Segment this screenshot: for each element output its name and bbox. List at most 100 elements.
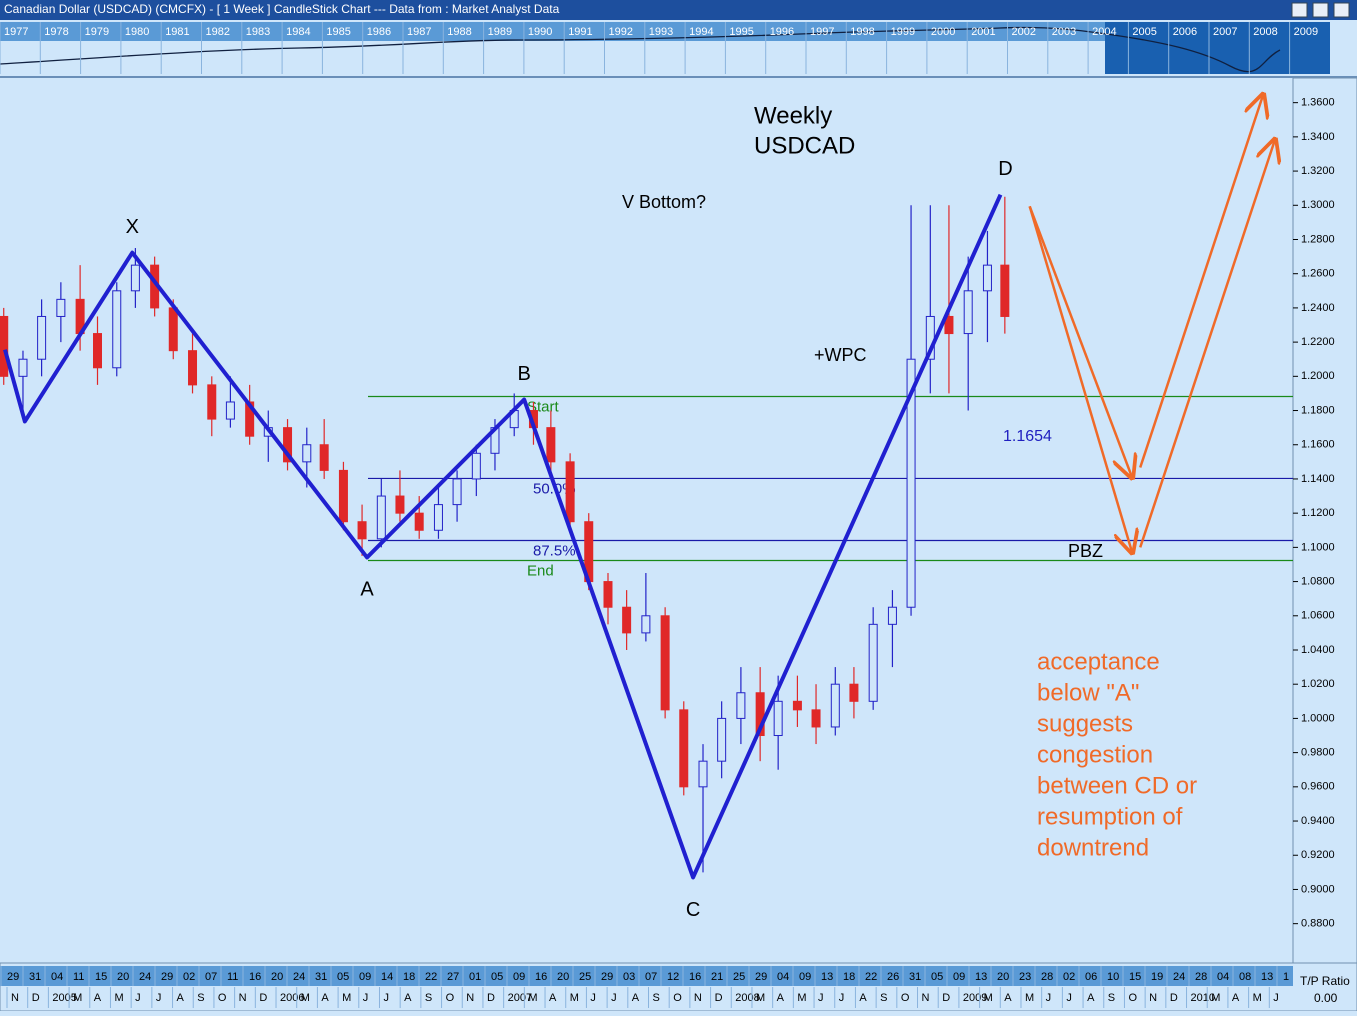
x-month-label: J <box>590 992 596 1004</box>
overview-year: 1989 <box>488 26 512 38</box>
x-day-label: 15 <box>1129 971 1141 983</box>
x-day-label: 01 <box>469 971 481 983</box>
overview-year: 2007 <box>1213 26 1237 38</box>
candle-body <box>679 709 689 788</box>
x-day-label: 05 <box>491 971 503 983</box>
x-day-label: 21 <box>711 971 723 983</box>
x-month-label: J <box>156 992 162 1004</box>
overview-year: 1983 <box>246 26 270 38</box>
x-day-label: 16 <box>689 971 701 983</box>
x-day-label: 05 <box>931 971 943 983</box>
annotation: resumption of <box>1037 803 1183 830</box>
annotation: congestion <box>1037 741 1153 768</box>
overview-line <box>0 26 1281 73</box>
collapse-button[interactable] <box>1291 2 1308 18</box>
x-month-label: M <box>984 992 993 1004</box>
y-tick-label: 1.0000 <box>1301 712 1335 724</box>
overview-year: 1986 <box>367 26 391 38</box>
x-day-label: 22 <box>425 971 437 983</box>
candle-body <box>868 623 878 702</box>
y-tick-label: 1.0200 <box>1301 678 1335 690</box>
candle-body <box>755 692 765 737</box>
x-month-label: 2008 <box>735 992 759 1004</box>
y-tick-label: 1.1000 <box>1301 541 1335 553</box>
x-day-label: 23 <box>1019 971 1031 983</box>
candle-body <box>849 683 859 702</box>
projection-arrow <box>1028 205 1132 477</box>
separator <box>0 76 1357 78</box>
overview-year: 1977 <box>4 26 28 38</box>
x-day-label: 24 <box>293 971 305 983</box>
x-month-label: M <box>570 992 579 1004</box>
y-tick-label: 0.9800 <box>1301 747 1335 759</box>
x-day-label: 31 <box>909 971 921 983</box>
candle-body <box>207 384 217 420</box>
y-tick-label: 0.9600 <box>1301 781 1335 793</box>
x-day-label: 09 <box>799 971 811 983</box>
overview-year: 1978 <box>44 26 68 38</box>
x-month-label: A <box>859 992 867 1004</box>
close-button[interactable] <box>1333 2 1350 18</box>
x-month-label: O <box>1128 992 1137 1004</box>
overview-year: 2003 <box>1052 26 1076 38</box>
candle-body <box>698 760 708 788</box>
overview-year: 1997 <box>810 26 834 38</box>
x-day-label: 09 <box>953 971 965 983</box>
projection-arrow <box>1028 205 1132 552</box>
x-month-label: A <box>1004 992 1012 1004</box>
overview-year: 2008 <box>1253 26 1277 38</box>
ratio-label: T/P Ratio <box>1300 974 1350 988</box>
candle-body <box>433 504 443 531</box>
x-month-label: O <box>446 992 455 1004</box>
x-day-label: 04 <box>1217 971 1229 983</box>
candle-body <box>93 333 103 369</box>
x-day-label: 07 <box>645 971 657 983</box>
x-month-label: M <box>342 992 351 1004</box>
overview-year: 1982 <box>206 26 230 38</box>
x-month-label: M <box>528 992 537 1004</box>
x-month-label: S <box>197 992 204 1004</box>
x-day-label: 25 <box>579 971 591 983</box>
x-day-label: 28 <box>1041 971 1053 983</box>
y-tick-label: 0.8800 <box>1301 918 1335 930</box>
candle-body <box>603 581 613 608</box>
y-tick-label: 1.0400 <box>1301 644 1335 656</box>
candle-body <box>471 452 481 480</box>
candle-body <box>130 264 140 292</box>
x-month-label: 2007 <box>508 992 532 1004</box>
x-month-label: S <box>1108 992 1115 1004</box>
x-day-label: 22 <box>865 971 877 983</box>
x-month-label: J <box>1066 992 1072 1004</box>
candle-body <box>414 512 424 531</box>
x-month-label: N <box>1149 992 1157 1004</box>
x-day-label: 10 <box>1107 971 1119 983</box>
x-day-label: 29 <box>755 971 767 983</box>
level-label: End <box>527 563 554 580</box>
candle-body <box>944 315 954 335</box>
x-month-label: A <box>1232 992 1240 1004</box>
candle-body <box>338 469 348 523</box>
y-tick-label: 0.9400 <box>1301 815 1335 827</box>
x-day-label: 05 <box>337 971 349 983</box>
pattern-label: A <box>360 579 374 601</box>
annotation: USDCAD <box>754 132 855 159</box>
overview-year: 1980 <box>125 26 149 38</box>
x-month-label: M <box>797 992 806 1004</box>
overview-year: 1981 <box>165 26 189 38</box>
x-month-label: A <box>632 992 640 1004</box>
x-day-label: 29 <box>161 971 173 983</box>
x-day-label: 13 <box>975 971 987 983</box>
x-day-label: 04 <box>777 971 789 983</box>
x-day-label: 03 <box>623 971 635 983</box>
x-day-label: 12 <box>667 971 679 983</box>
overview-year: 2004 <box>1092 26 1116 38</box>
x-day-label: 18 <box>843 971 855 983</box>
y-tick-label: 1.1400 <box>1301 473 1335 485</box>
overview-year: 1996 <box>770 26 794 38</box>
x-day-label: 1 <box>1283 971 1289 983</box>
x-day-label: 19 <box>1151 971 1163 983</box>
y-tick-label: 0.9000 <box>1301 883 1335 895</box>
maximize-button[interactable] <box>1312 2 1329 18</box>
